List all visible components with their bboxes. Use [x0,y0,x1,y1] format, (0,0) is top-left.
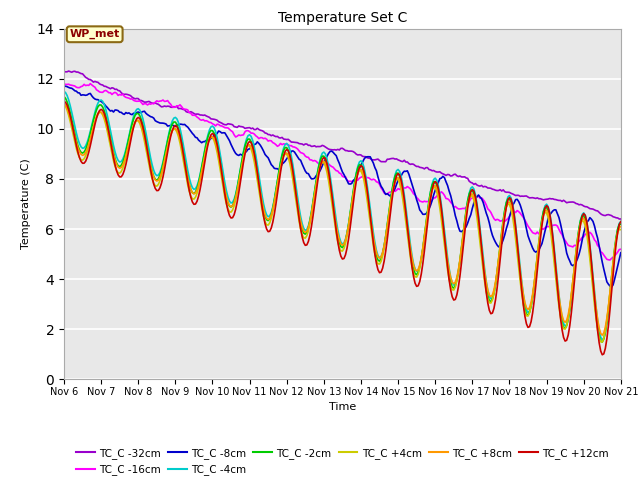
TC_C -32cm [379,159,387,165]
TC_C -32cm [77,71,85,76]
TC_C +12cm [76,155,83,160]
TC_C -8cm [60,84,68,89]
TC_C +12cm [164,149,172,155]
TC_C +8cm [76,149,83,155]
TC_C -32cm [397,158,405,164]
TC_C +12cm [617,219,625,225]
TC_C -16cm [379,187,387,193]
TC_C +12cm [598,352,606,358]
TC_C -8cm [61,84,69,89]
TC_C -32cm [65,68,72,74]
TC_C -2cm [598,339,606,345]
TC_C -2cm [408,259,416,265]
TC_C -32cm [550,196,558,202]
Line: TC_C +8cm: TC_C +8cm [64,104,621,335]
TC_C -4cm [549,232,557,238]
TC_C -8cm [410,186,417,192]
TC_C +12cm [60,98,68,104]
TC_C +4cm [408,264,416,270]
TC_C +8cm [617,224,625,229]
TC_C +8cm [60,101,68,107]
TC_C -2cm [377,256,385,262]
TC_C -2cm [549,240,557,245]
TC_C +8cm [598,332,606,338]
Legend: TC_C -32cm, TC_C -16cm, TC_C -8cm, TC_C -4cm, TC_C -2cm, TC_C +4cm, TC_C +8cm, T: TC_C -32cm, TC_C -16cm, TC_C -8cm, TC_C … [72,444,613,480]
TC_C -16cm [397,185,405,191]
TC_C -2cm [76,147,83,153]
TC_C -16cm [165,100,173,106]
Line: TC_C -4cm: TC_C -4cm [64,91,621,340]
TC_C -2cm [60,94,68,99]
TC_C -8cm [608,284,616,290]
Title: Temperature Set C: Temperature Set C [278,11,407,25]
TC_C -16cm [410,191,417,197]
TC_C -2cm [164,138,172,144]
TC_C +8cm [396,177,403,183]
TC_C +12cm [396,172,403,178]
TC_C -4cm [60,88,68,94]
TC_C +4cm [377,258,385,264]
TC_C -16cm [60,81,68,87]
TC_C -16cm [550,222,558,228]
Line: TC_C -2cm: TC_C -2cm [64,96,621,342]
TC_C -16cm [76,85,83,91]
TC_C +4cm [549,246,557,252]
TC_C +8cm [164,144,172,150]
TC_C +4cm [60,101,68,107]
Text: WP_met: WP_met [70,29,120,39]
TC_C +12cm [377,269,385,275]
TC_C -8cm [397,173,405,179]
TC_C -4cm [396,168,403,174]
TC_C -32cm [410,161,417,167]
TC_C +12cm [408,264,416,270]
TC_C -16cm [617,246,625,252]
TC_C -8cm [379,186,387,192]
TC_C -4cm [598,337,606,343]
Y-axis label: Temperature (C): Temperature (C) [21,158,31,250]
TC_C +8cm [549,238,557,243]
TC_C +12cm [549,234,557,240]
TC_C +8cm [377,254,385,260]
TC_C -32cm [60,69,68,74]
Line: TC_C -8cm: TC_C -8cm [64,86,621,287]
TC_C -4cm [164,136,172,142]
X-axis label: Time: Time [329,402,356,412]
Line: TC_C +4cm: TC_C +4cm [64,104,621,342]
TC_C -32cm [165,103,173,109]
TC_C -4cm [76,141,83,146]
TC_C +4cm [164,143,172,149]
TC_C -8cm [617,250,625,255]
Line: TC_C -16cm: TC_C -16cm [64,84,621,260]
TC_C +4cm [76,155,83,160]
TC_C -2cm [617,221,625,227]
TC_C -32cm [617,216,625,222]
TC_C +4cm [598,339,606,345]
TC_C -8cm [77,92,85,98]
TC_C +8cm [408,255,416,261]
Line: TC_C -32cm: TC_C -32cm [64,71,621,219]
Line: TC_C +12cm: TC_C +12cm [64,101,621,355]
TC_C -4cm [617,219,625,225]
TC_C -16cm [86,81,94,86]
TC_C -8cm [165,123,173,129]
TC_C +4cm [396,180,403,186]
TC_C -16cm [606,257,614,263]
TC_C -8cm [550,207,558,213]
TC_C -4cm [408,252,416,258]
TC_C -4cm [377,254,385,260]
TC_C +4cm [617,227,625,233]
TC_C -2cm [396,174,403,180]
